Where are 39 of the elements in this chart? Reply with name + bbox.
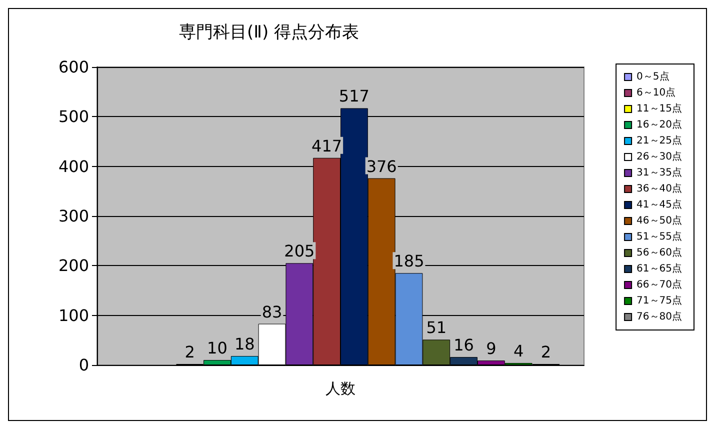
data-label: 9	[486, 339, 496, 358]
data-label: 185	[394, 252, 424, 271]
y-tick-label: 400	[58, 156, 89, 176]
legend-label: 51～55点	[636, 230, 682, 242]
data-label: 517	[338, 86, 370, 106]
legend-label: 36～40点	[636, 182, 682, 194]
x-tick-label: 人数	[326, 380, 356, 398]
legend-label: 31～35点	[636, 166, 682, 178]
legend-label: 66～70点	[636, 278, 682, 290]
legend-label: 76～80点	[636, 310, 682, 322]
data-label: 2	[184, 342, 195, 362]
legend-label: 71～75点	[636, 294, 682, 306]
y-tick-label: 300	[58, 206, 89, 226]
legend-label: 16～20点	[636, 118, 682, 130]
legend-label: 41～45点	[636, 198, 682, 210]
legend-label: 46～50点	[636, 214, 682, 226]
legend-label: 26～30点	[636, 150, 682, 162]
data-label: 417	[312, 136, 342, 156]
legend-label: 11～15点	[636, 102, 682, 114]
legend-label: 56～60点	[636, 246, 682, 258]
legend-label: 6～10点	[636, 86, 676, 98]
data-label: 18	[234, 334, 255, 354]
y-tick-label: 500	[58, 107, 89, 126]
data-label: 16	[454, 336, 474, 355]
data-label: 51	[426, 318, 447, 338]
y-tick-label: 100	[58, 306, 89, 325]
legend-label: 21～25点	[636, 134, 682, 146]
legend-label: 0～5点	[636, 70, 670, 82]
data-label: 10	[207, 338, 228, 358]
chart-title: 専門科目(Ⅱ) 得点分布表	[178, 22, 360, 42]
data-label: 2	[540, 342, 552, 362]
data-label: 4	[513, 342, 524, 361]
data-label: 205	[284, 242, 315, 261]
y-tick-label: 600	[58, 58, 89, 76]
legend-label: 61～65点	[636, 262, 682, 274]
data-label: 83	[262, 302, 282, 322]
y-tick-label: 0	[78, 356, 89, 374]
data-label: 376	[366, 156, 397, 176]
y-tick-label: 200	[58, 256, 89, 276]
